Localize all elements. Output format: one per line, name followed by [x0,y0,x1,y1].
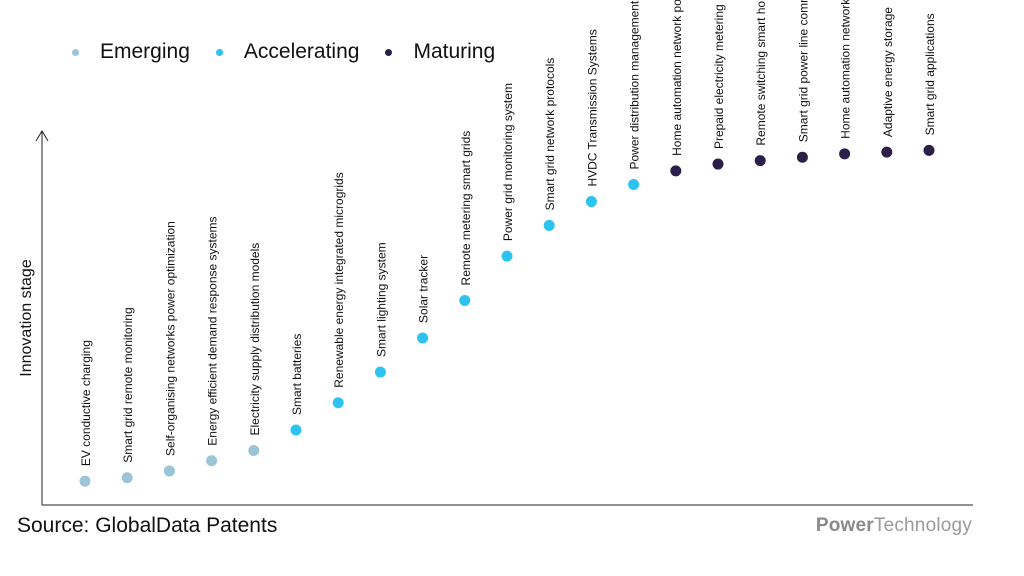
data-point [290,424,302,436]
legend-item-accelerating: Accelerating [215,40,360,64]
data-point [417,332,429,344]
data-point-label: Smart grid applications [923,13,937,135]
data-point-label: Remote metering smart grids [459,131,473,286]
data-point [839,148,851,160]
data-point [796,151,808,163]
y-axis-label: Innovation stage [18,259,35,377]
data-point-label: Prepaid electricity metering [712,4,726,149]
legend-dot-maturing [385,48,393,56]
data-point [459,294,471,306]
chart-legend: Emerging Accelerating Maturing [72,40,521,64]
data-point-label: Home automation networks [839,0,853,139]
data-point [248,444,260,456]
data-point-label: Smart lighting system [374,242,388,357]
data-point-label: Electricity supply distribution models [248,243,262,436]
source-note: Source: GlobalData Patents [17,514,278,537]
data-points: EV conductive charging Smart grid remote … [79,0,937,487]
data-point [881,146,893,158]
data-point [163,465,175,477]
brand-logo: PowerTechnology [816,515,972,537]
legend-label-maturing: Maturing [413,40,496,63]
data-point [670,165,682,177]
data-point-label: Renewable energy integrated microgrids [332,172,346,387]
data-point-label: Home automation network power management [670,0,684,156]
y-axis [35,130,49,505]
legend-label-accelerating: Accelerating [243,40,360,63]
data-point [754,155,766,167]
data-point-label: Power distribution management applicatio… [628,0,642,170]
data-point-label: Smart batteries [290,334,304,415]
legend-item-emerging: Emerging [72,40,190,64]
brand-part-1: Power [815,515,874,536]
data-point-label: Smart grid power line communication [796,0,810,142]
data-point-label: Energy efficient demand response systems [206,216,220,445]
data-point [543,219,555,231]
data-point-label: EV conductive charging [79,340,93,466]
data-point-label: Adaptive energy storage [881,7,895,137]
data-point [923,144,935,156]
data-point [628,179,640,191]
data-point-label: Solar tracker [417,255,431,323]
data-point [79,475,91,487]
legend-item-maturing: Maturing [385,40,495,64]
data-point-label: Smart grid remote monitoring [121,307,135,462]
data-point-label: Smart grid network protocols [543,58,557,211]
data-point [712,158,724,170]
brand-part-2: Technology [873,515,972,536]
data-point [206,455,218,467]
legend-dot-accelerating [215,48,223,56]
legend-label-emerging: Emerging [100,40,190,63]
data-point [374,366,386,378]
data-point [585,196,597,208]
data-point-label: Self-organising networks power optimizat… [163,221,177,456]
data-point [121,472,133,484]
data-point-label: HVDC Transmission Systems [585,29,599,186]
legend-dot-emerging [72,48,79,56]
data-point-label: Remote switching smart home applications [754,0,768,146]
data-point [501,250,513,262]
data-point-label: Power grid monitoring system [501,83,515,241]
data-point [332,397,344,409]
